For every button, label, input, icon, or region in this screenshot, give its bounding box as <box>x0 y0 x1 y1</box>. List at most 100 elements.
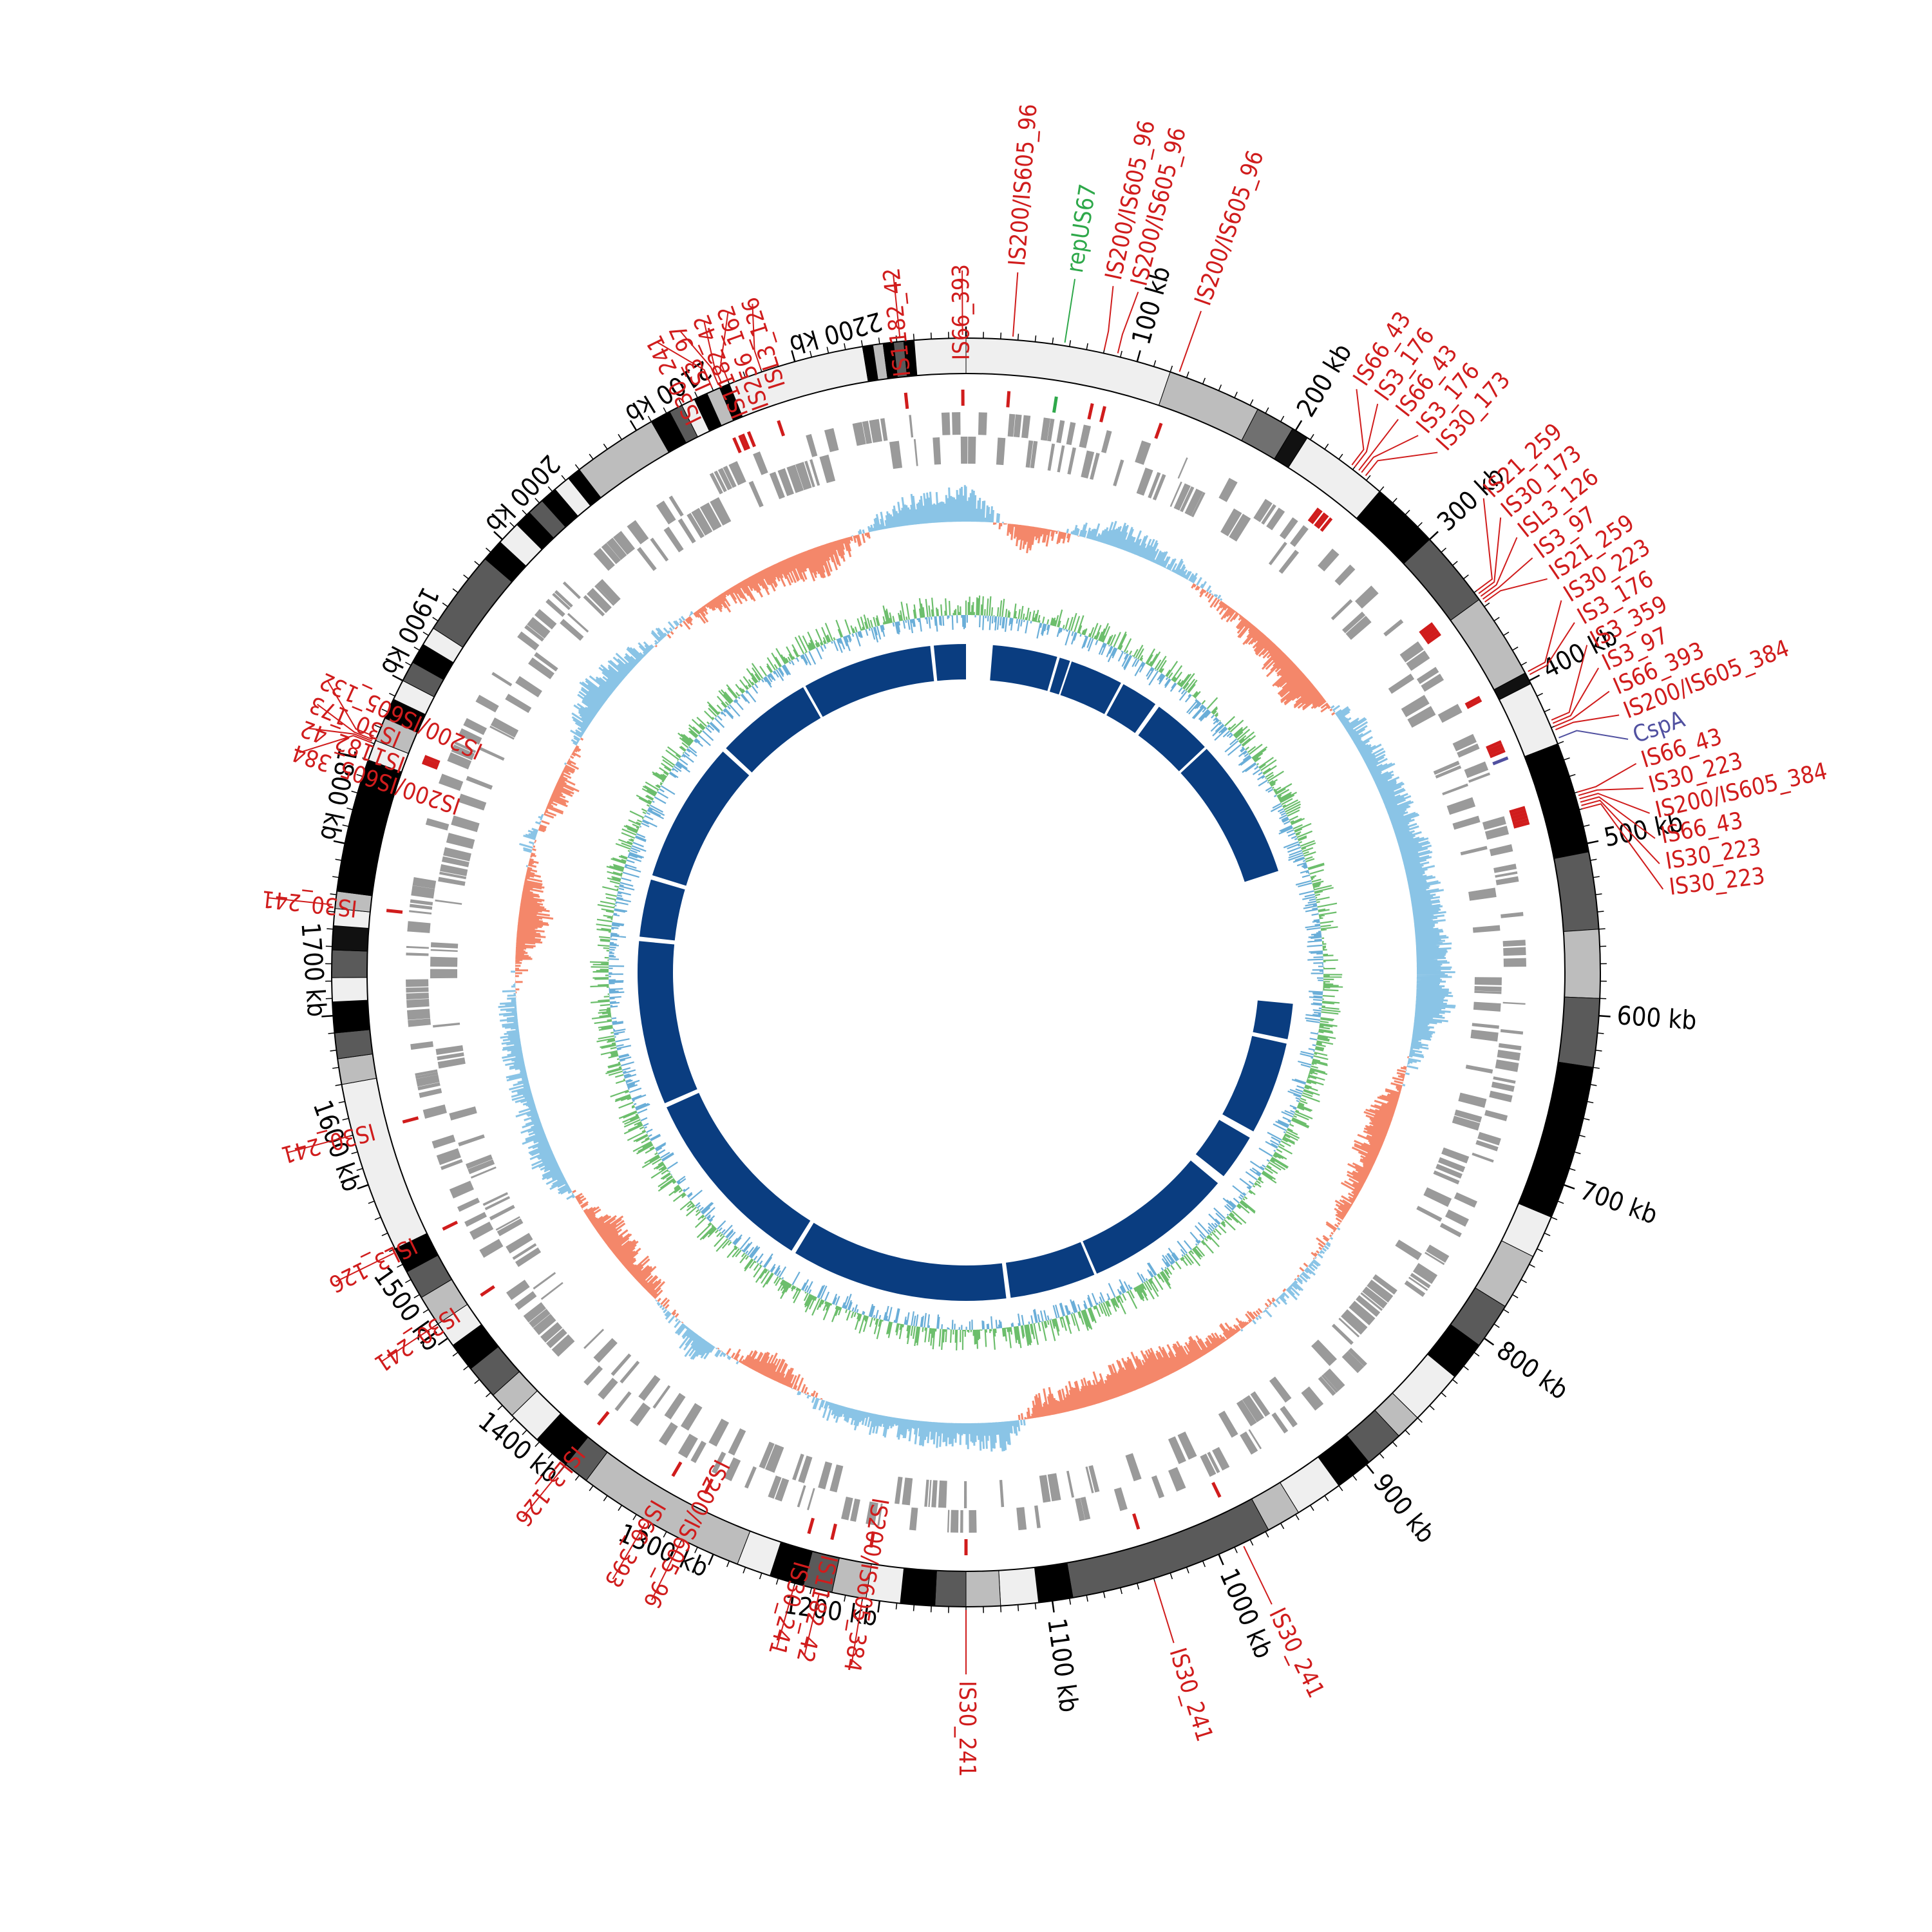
gene-block <box>1047 1473 1061 1502</box>
feature-mark <box>1087 402 1094 420</box>
gene-block <box>769 471 785 500</box>
gene-block <box>1477 1132 1501 1146</box>
gene-block <box>768 1475 782 1499</box>
homology-block <box>638 941 697 1104</box>
gene-block <box>1395 1239 1423 1260</box>
minor-tick <box>1379 486 1385 492</box>
gene-block <box>680 1403 703 1431</box>
feature-leader-line <box>1179 310 1202 372</box>
gene-block <box>443 847 471 862</box>
gene-block <box>1218 478 1238 502</box>
minor-tick <box>1512 647 1519 651</box>
feature-leader-line <box>1528 600 1562 672</box>
gene-block <box>598 1378 618 1400</box>
minor-tick <box>330 1050 337 1052</box>
gene-block <box>960 437 968 464</box>
gene-block <box>554 590 573 608</box>
gene-block <box>479 1238 504 1258</box>
gene-block <box>1170 481 1182 507</box>
minor-tick <box>1068 1598 1072 1605</box>
gene-block <box>807 1488 815 1511</box>
gene-block <box>728 1428 746 1456</box>
gene-block <box>411 885 435 899</box>
gene-block <box>406 952 429 956</box>
gene-block <box>1482 816 1506 830</box>
gene-block <box>1220 508 1242 536</box>
gene-block <box>1491 1081 1515 1092</box>
contig-segment <box>331 949 368 978</box>
gene-block <box>1184 488 1204 516</box>
minor-tick <box>647 1522 652 1530</box>
minor-tick <box>1309 1504 1314 1511</box>
feature-leader-line <box>1484 578 1548 603</box>
minor-tick <box>1597 911 1604 913</box>
feature-leader-line <box>1476 498 1493 592</box>
gene-block <box>1136 468 1153 496</box>
gene-block <box>517 631 540 651</box>
feature-mark <box>1320 517 1333 532</box>
gene-block <box>1435 1164 1463 1179</box>
gene-block <box>1240 1431 1258 1455</box>
minor-tick <box>1563 757 1570 761</box>
minor-tick <box>405 1279 412 1283</box>
gene-block <box>512 1243 537 1260</box>
feature-leader-line <box>961 270 963 336</box>
feature-leader-line <box>317 703 373 741</box>
minor-tick <box>509 1417 515 1423</box>
gene-block <box>515 676 542 697</box>
minor-tick <box>574 464 580 470</box>
minor-tick <box>726 1560 730 1567</box>
gene-block <box>1034 1505 1041 1528</box>
minor-tick <box>1569 773 1576 777</box>
minor-tick <box>603 443 608 450</box>
minor-tick <box>1595 1050 1602 1052</box>
gene-block <box>437 1057 466 1069</box>
gene-block <box>1261 504 1276 525</box>
major-tick <box>1429 531 1439 540</box>
major-tick <box>333 840 345 844</box>
gene-block <box>1356 1295 1381 1317</box>
gene-block <box>540 1282 564 1300</box>
gene-block <box>1016 1507 1027 1531</box>
minor-tick <box>1392 498 1397 504</box>
major-tick <box>1218 1553 1224 1566</box>
gene-block <box>533 1272 556 1290</box>
gc-skew-positive <box>498 485 1456 1452</box>
minor-tick <box>1503 631 1510 636</box>
major-tick <box>1563 1184 1575 1190</box>
gene-block <box>435 899 462 905</box>
minor-tick <box>1557 741 1564 744</box>
feature-mark <box>869 1531 875 1548</box>
gene-block <box>895 1476 903 1504</box>
minor-tick <box>1544 1233 1551 1236</box>
minor-tick <box>1280 415 1285 422</box>
contig-segment <box>1524 743 1589 859</box>
feature-leader-line <box>1558 730 1629 740</box>
gene-block <box>415 1072 439 1079</box>
minor-tick <box>589 453 594 460</box>
gene-block <box>753 451 768 475</box>
gene-block <box>546 1328 567 1349</box>
feature-leader-line <box>1358 419 1399 471</box>
gene-block <box>1416 667 1439 685</box>
major-tick <box>791 350 796 362</box>
feature-mark <box>1006 391 1011 408</box>
gene-block <box>650 537 669 562</box>
minor-tick <box>1068 340 1072 347</box>
gene-block <box>1502 940 1526 947</box>
minor-tick <box>618 433 623 440</box>
minor-tick <box>678 399 683 406</box>
gene-block <box>712 1451 726 1474</box>
feature-label: IS30_241 <box>1164 1645 1217 1745</box>
gene-block <box>540 1321 563 1343</box>
minor-tick <box>1583 1117 1590 1121</box>
minor-tick <box>405 661 412 666</box>
gene-block <box>708 1418 730 1447</box>
gene-block <box>478 746 505 761</box>
gene-block <box>422 1104 447 1119</box>
gene-block <box>941 412 951 435</box>
minor-tick <box>1452 1379 1458 1384</box>
homology-block <box>795 1222 1007 1302</box>
gene-block <box>1495 1059 1519 1072</box>
minor-tick <box>1392 1441 1397 1447</box>
